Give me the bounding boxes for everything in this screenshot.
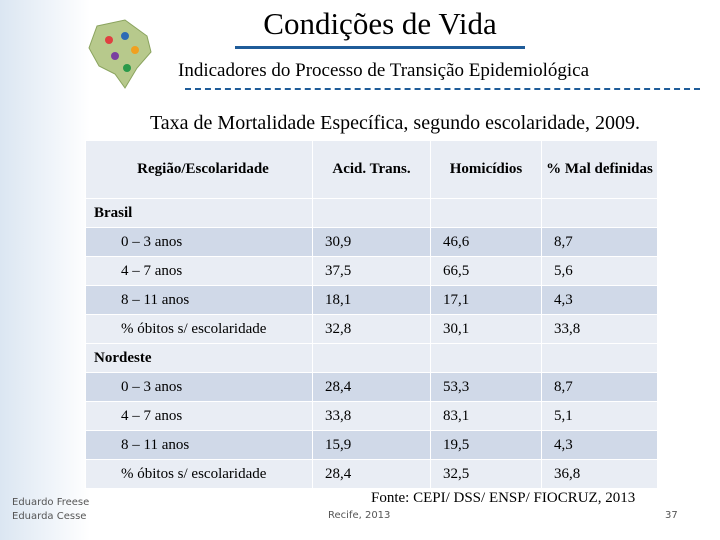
data-row: 0 – 3 anos 28,4 53,3 8,7 <box>85 372 658 402</box>
group-name: Brasil <box>85 198 313 228</box>
row-label: 4 – 7 anos <box>85 401 313 431</box>
row-label: 8 – 11 anos <box>85 285 313 315</box>
header-row: Região/Escolaridade Acid. Trans. Homicídio… <box>85 140 658 199</box>
table-title: Taxa de Mortalidade Específica, segundo … <box>149 112 641 134</box>
cell: 18,1 <box>312 285 431 315</box>
row-label: % óbitos s/ escolaridade <box>85 459 313 489</box>
empty-cell <box>312 343 431 373</box>
cell: 28,4 <box>312 372 431 402</box>
cell: 83,1 <box>430 401 542 431</box>
table: Região/Escolaridade Acid. Trans. Homicídio… <box>85 140 658 489</box>
cell: 66,5 <box>430 256 542 286</box>
empty-cell <box>312 198 431 228</box>
divider <box>185 88 700 90</box>
column-header: Acid. Trans. <box>312 140 431 199</box>
data-row: % óbitos s/ escolaridade 32,8 30,1 33,8 <box>85 314 658 344</box>
data-row: 4 – 7 anos 37,5 66,5 5,6 <box>85 256 658 286</box>
row-label: 0 – 3 anos <box>85 372 313 402</box>
subtitle: Indicadores do Processo de Transição Epi… <box>178 60 590 81</box>
row-label: % óbitos s/ escolaridade <box>85 314 313 344</box>
empty-cell <box>541 343 658 373</box>
place: Recife, 2013 <box>328 510 391 521</box>
column-header: % Mal definidas <box>541 140 658 199</box>
cell: 5,6 <box>541 256 658 286</box>
row-label: 8 – 11 anos <box>85 430 313 460</box>
title: Condições de Vida <box>263 6 497 41</box>
data-row: 0 – 3 anos 30,9 46,6 8,7 <box>85 227 658 257</box>
cell: 30,9 <box>312 227 431 257</box>
cell: 8,7 <box>541 372 658 402</box>
empty-cell <box>430 343 542 373</box>
cell: 8,7 <box>541 227 658 257</box>
data-row: 8 – 11 anos 15,9 19,5 4,3 <box>85 430 658 460</box>
author: Eduarda Cesse <box>12 511 87 522</box>
cell: 33,8 <box>312 401 431 431</box>
cell: 36,8 <box>541 459 658 489</box>
data-row: 4 – 7 anos 33,8 83,1 5,1 <box>85 401 658 431</box>
logo <box>88 19 152 89</box>
cell: 30,1 <box>430 314 542 344</box>
author: Eduardo Freese <box>12 497 90 508</box>
page-number: 37 <box>665 510 678 521</box>
cell: 15,9 <box>312 430 431 460</box>
column-header: Região/Escolaridade <box>85 140 313 199</box>
empty-cell <box>430 198 542 228</box>
group-row: Nordeste <box>85 343 658 373</box>
source: Fonte: CEPI/ DSS/ ENSP/ FIOCRUZ, 2013 <box>371 490 636 506</box>
data-row: 8 – 11 anos 18,1 17,1 4,3 <box>85 285 658 315</box>
cell: 33,8 <box>541 314 658 344</box>
cell: 32,5 <box>430 459 542 489</box>
group-row: Brasil <box>85 198 658 228</box>
title-underline <box>235 46 525 49</box>
data-row: % óbitos s/ escolaridade 28,4 32,5 36,8 <box>85 459 658 489</box>
cell: 4,3 <box>541 430 658 460</box>
cell: 17,1 <box>430 285 542 315</box>
row-label: 0 – 3 anos <box>85 227 313 257</box>
cell: 46,6 <box>430 227 542 257</box>
cell: 37,5 <box>312 256 431 286</box>
cell: 4,3 <box>541 285 658 315</box>
cell: 32,8 <box>312 314 431 344</box>
column-header: Homicídios <box>430 140 542 199</box>
cell: 19,5 <box>430 430 542 460</box>
cell: 53,3 <box>430 372 542 402</box>
row-label: 4 – 7 anos <box>85 256 313 286</box>
group-name: Nordeste <box>85 343 313 373</box>
cell: 28,4 <box>312 459 431 489</box>
empty-cell <box>541 198 658 228</box>
cell: 5,1 <box>541 401 658 431</box>
